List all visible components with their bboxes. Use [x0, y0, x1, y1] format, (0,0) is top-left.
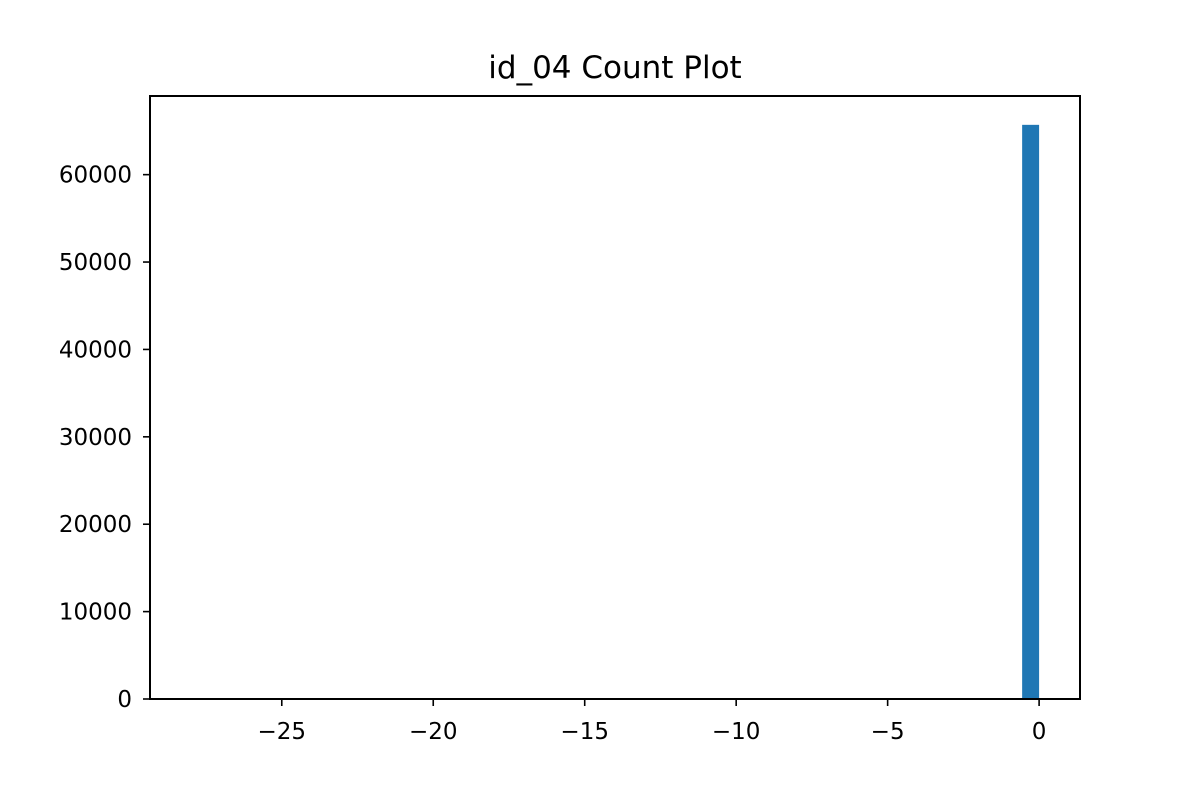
bars-layer — [1022, 124, 1040, 700]
x-tick-label-5: 0 — [1032, 719, 1047, 745]
plot-area: −25 −20 −15 −10 −5 0 0 10000 20000 30000 40000 500… — [59, 95, 1081, 745]
histogram-bar-0 — [1022, 124, 1040, 700]
x-tick-label-1: −20 — [409, 719, 458, 745]
x-tick-label-2: −15 — [560, 719, 609, 745]
y-tick-label-2: 20000 — [59, 512, 132, 538]
axes-frame — [149, 95, 1081, 700]
y-tick-label-1: 10000 — [59, 600, 132, 626]
x-axis: −25 −20 −15 −10 −5 0 — [258, 699, 1047, 745]
y-tick-label-4: 40000 — [59, 337, 132, 363]
x-tick-label-3: −10 — [712, 719, 761, 745]
y-tick-label-5: 50000 — [59, 250, 132, 276]
x-tick-label-4: −5 — [871, 719, 905, 745]
y-tick-label-3: 30000 — [59, 425, 132, 451]
y-axis: 0 10000 20000 30000 40000 50000 60000 — [59, 163, 150, 713]
y-tick-label-6: 60000 — [59, 163, 132, 189]
chart-title: id_04 Count Plot — [488, 50, 741, 86]
x-tick-label-0: −25 — [258, 719, 307, 745]
y-tick-label-0: 0 — [117, 687, 132, 713]
